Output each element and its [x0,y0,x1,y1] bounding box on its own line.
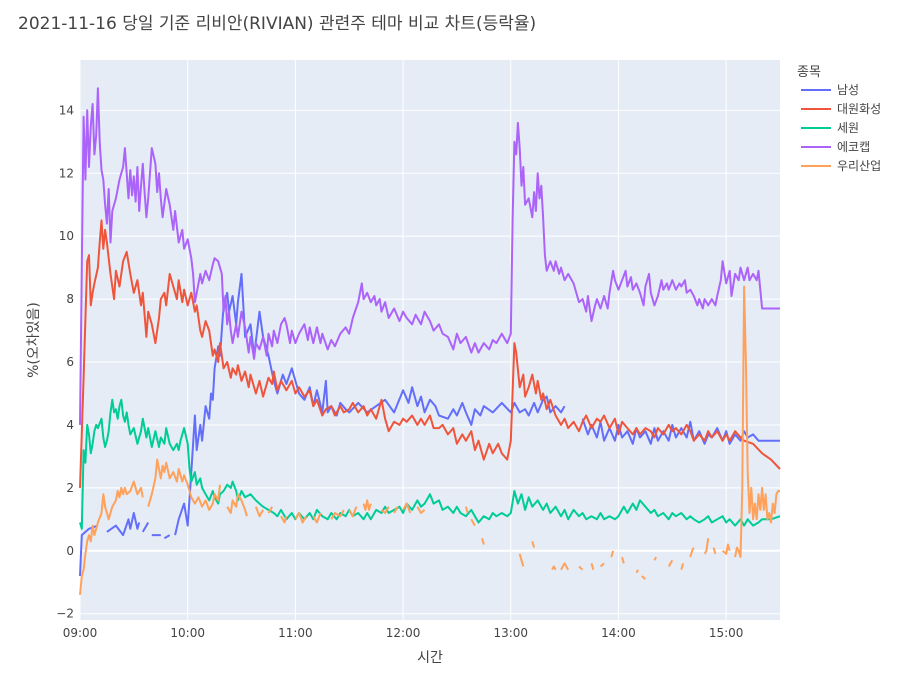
series-line-대원화성 [79,219,781,488]
y-axis-label: %(오차있음) [26,302,42,378]
x-tick-label: 12:00 [386,626,421,640]
x-tick-label: 13:00 [493,626,528,640]
legend-label: 대원화성 [837,102,881,116]
series-line-남성 [79,272,780,577]
legend-label: 우리산업 [837,159,881,173]
y-axis-ticks: −2 0 2 4 6 8 10 12 14 [56,103,74,620]
plot-background [80,60,780,620]
legend-label: 세원 [837,121,859,135]
y-tick-label: −2 [56,607,74,621]
x-tick-label: 10:00 [170,626,205,640]
x-tick-label: 15:00 [709,626,744,640]
series-line-세원 [79,398,781,530]
y-tick-label: 2 [66,481,74,495]
x-tick-label: 14:00 [601,626,636,640]
chart-title: 2021-11-16 당일 기준 리비안(RIVIAN) 관련주 테마 비교 차… [18,14,536,34]
x-tick-label: 11:00 [278,626,313,640]
y-tick-label: 4 [66,418,74,432]
y-tick-label: 14 [59,103,74,117]
series-line-에코캡 [79,87,780,425]
grid-lines [79,60,780,620]
legend-label: 남성 [837,83,859,97]
series-line-우리산업 [79,285,780,595]
x-axis-label: 시간 [417,650,443,666]
y-tick-label: 10 [59,229,74,243]
legend-title: 종목 [797,65,821,80]
y-tick-label: 12 [59,166,74,180]
legend-label: 에코캡 [837,140,870,154]
y-tick-label: 0 [66,544,74,558]
x-tick-label: 09:00 [63,626,98,640]
series-layer [79,87,781,595]
y-tick-label: 6 [66,355,74,369]
y-tick-label: 8 [66,292,74,306]
x-axis-ticks: 09:00 10:00 11:00 12:00 13:00 14:00 15:00 [63,626,744,640]
